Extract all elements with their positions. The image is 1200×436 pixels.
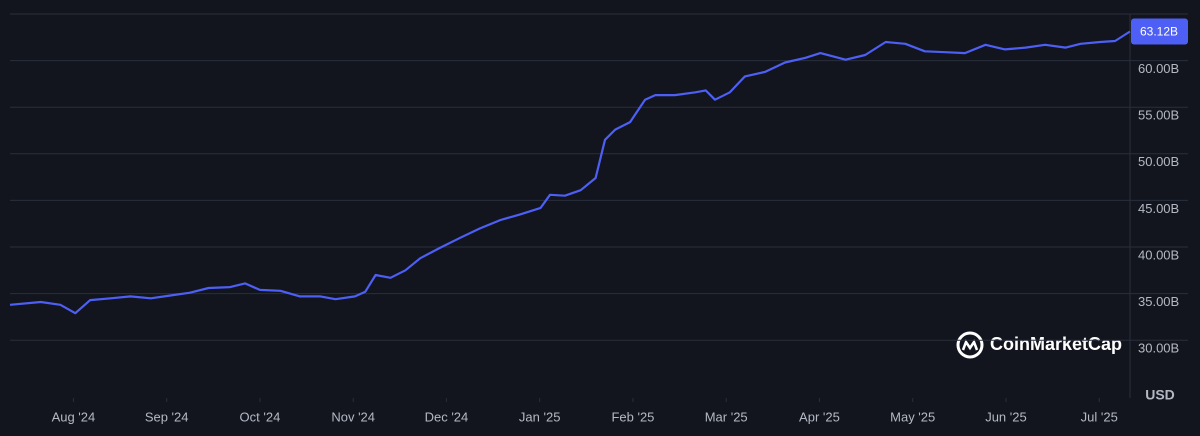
current-value-box [1131,18,1188,45]
x-tick-label: Aug '24 [52,409,96,424]
x-tick-label: Sep '24 [145,409,189,424]
x-tick-label: Jan '25 [519,409,561,424]
y-tick-label: 60.00B [1138,61,1179,76]
y-tick-label: 55.00B [1138,108,1179,123]
x-tick-label: Jun '25 [985,409,1027,424]
currency-label: USD [1145,387,1175,403]
x-tick-label: Nov '24 [331,409,375,424]
logo-mark [961,339,979,351]
x-tick-label: Mar '25 [705,409,748,424]
x-tick-label: Dec '24 [425,409,469,424]
logo-icon [956,331,984,359]
watermark: CoinMarketCap [956,331,1122,359]
x-tick-label: May '25 [890,409,935,424]
x-tick-label: Apr '25 [799,409,840,424]
x-tick-label: Oct '24 [240,409,281,424]
price-line [9,30,1131,315]
y-tick-label: 30.00B [1138,341,1179,356]
y-tick-label: 50.00B [1138,154,1179,169]
watermark-text: CoinMarketCap [990,334,1122,354]
x-tick-label: Jul '25 [1081,409,1118,424]
x-tick-label: Feb '25 [611,409,654,424]
current-value-label: 63.12B [1140,25,1178,39]
y-tick-label: 45.00B [1138,201,1179,216]
y-tick-label: 40.00B [1138,247,1179,262]
y-tick-label: 35.00B [1138,294,1179,309]
